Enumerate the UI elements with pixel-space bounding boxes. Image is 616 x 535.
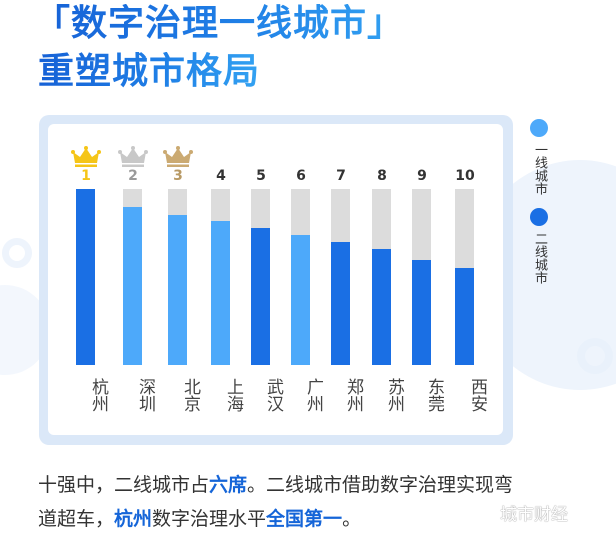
bar-column: 9 东莞 bbox=[400, 124, 444, 435]
bar-column: 8 苏州 bbox=[360, 124, 404, 435]
city-label: 北京 bbox=[180, 378, 200, 412]
legend-item-tier1: 一线城市 bbox=[528, 119, 550, 195]
legend-item-tier2: 二线城市 bbox=[528, 208, 550, 284]
caption-text: 数字治理水平 bbox=[152, 508, 267, 530]
watermark: 城市财经 bbox=[500, 505, 568, 525]
bar-column: 10 西安 bbox=[443, 124, 487, 435]
bar-track bbox=[455, 189, 474, 365]
city-label: 上海 bbox=[223, 378, 243, 412]
rank-label: 4 bbox=[216, 168, 226, 184]
bar-fill bbox=[168, 215, 187, 365]
bar-fill bbox=[455, 268, 474, 365]
legend-label: 二线城市 bbox=[532, 232, 547, 284]
caption-line-2: 道超车，杭州数字治理水平全国第一。 bbox=[38, 506, 361, 532]
bar-fill bbox=[251, 228, 270, 365]
caption-highlight: 六席 bbox=[209, 474, 248, 496]
caption-text: 十强中，二线城市占 bbox=[38, 474, 210, 496]
city-label: 苏州 bbox=[384, 378, 404, 412]
bar-fill bbox=[291, 234, 310, 365]
city-label: 东莞 bbox=[424, 378, 444, 412]
crown-bronze-icon bbox=[163, 146, 193, 167]
caption-line-1: 十强中，二线城市占六席。二线城市借助数字治理实现弯 bbox=[38, 472, 513, 498]
bar-fill bbox=[211, 221, 230, 365]
bar-track bbox=[412, 189, 431, 365]
caption-highlight: 全国第一 bbox=[266, 508, 343, 530]
bar-fill bbox=[331, 241, 350, 365]
bar-track bbox=[211, 189, 230, 365]
decorative-ring bbox=[577, 338, 613, 374]
city-label: 武汉 bbox=[263, 378, 283, 412]
bar-fill bbox=[123, 206, 142, 365]
bar-track bbox=[123, 189, 142, 365]
page-title: 「数字治理一线城市」 bbox=[34, 3, 405, 44]
rank-label: 7 bbox=[336, 168, 346, 184]
bar-track bbox=[76, 189, 95, 365]
rank-label: 3 bbox=[173, 168, 183, 184]
city-label: 深圳 bbox=[135, 378, 155, 412]
page-subtitle: 重塑城市格局 bbox=[38, 51, 261, 92]
rank-label: 2 bbox=[128, 168, 138, 184]
caption-text: 。 bbox=[342, 508, 362, 530]
city-label: 广州 bbox=[303, 378, 323, 412]
bar-column: 6 广州 bbox=[279, 124, 323, 435]
bar-track bbox=[251, 189, 270, 365]
city-label: 郑州 bbox=[343, 378, 363, 412]
bar-column: 1 杭州 bbox=[64, 124, 108, 435]
crown-gold-icon bbox=[71, 146, 101, 167]
bar-column: 2 深圳 bbox=[111, 124, 155, 435]
bar-column: 3 北京 bbox=[156, 124, 200, 435]
legend-dot-icon bbox=[530, 119, 548, 137]
rank-label: 5 bbox=[256, 168, 266, 184]
city-label: 杭州 bbox=[88, 378, 108, 412]
caption-text: 。二线城市借助数字治理实现弯 bbox=[247, 474, 514, 496]
rank-label: 1 bbox=[81, 168, 91, 184]
crown-silver-icon bbox=[118, 146, 148, 167]
bar-column: 7 郑州 bbox=[319, 124, 363, 435]
rank-label: 6 bbox=[296, 168, 306, 184]
city-label: 西安 bbox=[467, 378, 487, 412]
bar-column: 4 上海 bbox=[199, 124, 243, 435]
bar-track bbox=[168, 189, 187, 365]
caption-text: 道超车， bbox=[38, 508, 115, 530]
rank-label: 10 bbox=[455, 168, 475, 184]
decorative-ring bbox=[2, 238, 32, 268]
legend-label: 一线城市 bbox=[532, 143, 547, 195]
rank-label: 8 bbox=[377, 168, 387, 184]
bar-track bbox=[291, 189, 310, 365]
rank-label: 9 bbox=[417, 168, 427, 184]
legend-dot-icon bbox=[530, 208, 548, 226]
bar-fill bbox=[372, 249, 391, 365]
caption-highlight: 杭州 bbox=[114, 508, 153, 530]
bar-fill bbox=[412, 259, 431, 365]
bar-column: 5 武汉 bbox=[239, 124, 283, 435]
bar-track bbox=[372, 189, 391, 365]
bar-track bbox=[331, 189, 350, 365]
bar-fill bbox=[76, 189, 95, 365]
